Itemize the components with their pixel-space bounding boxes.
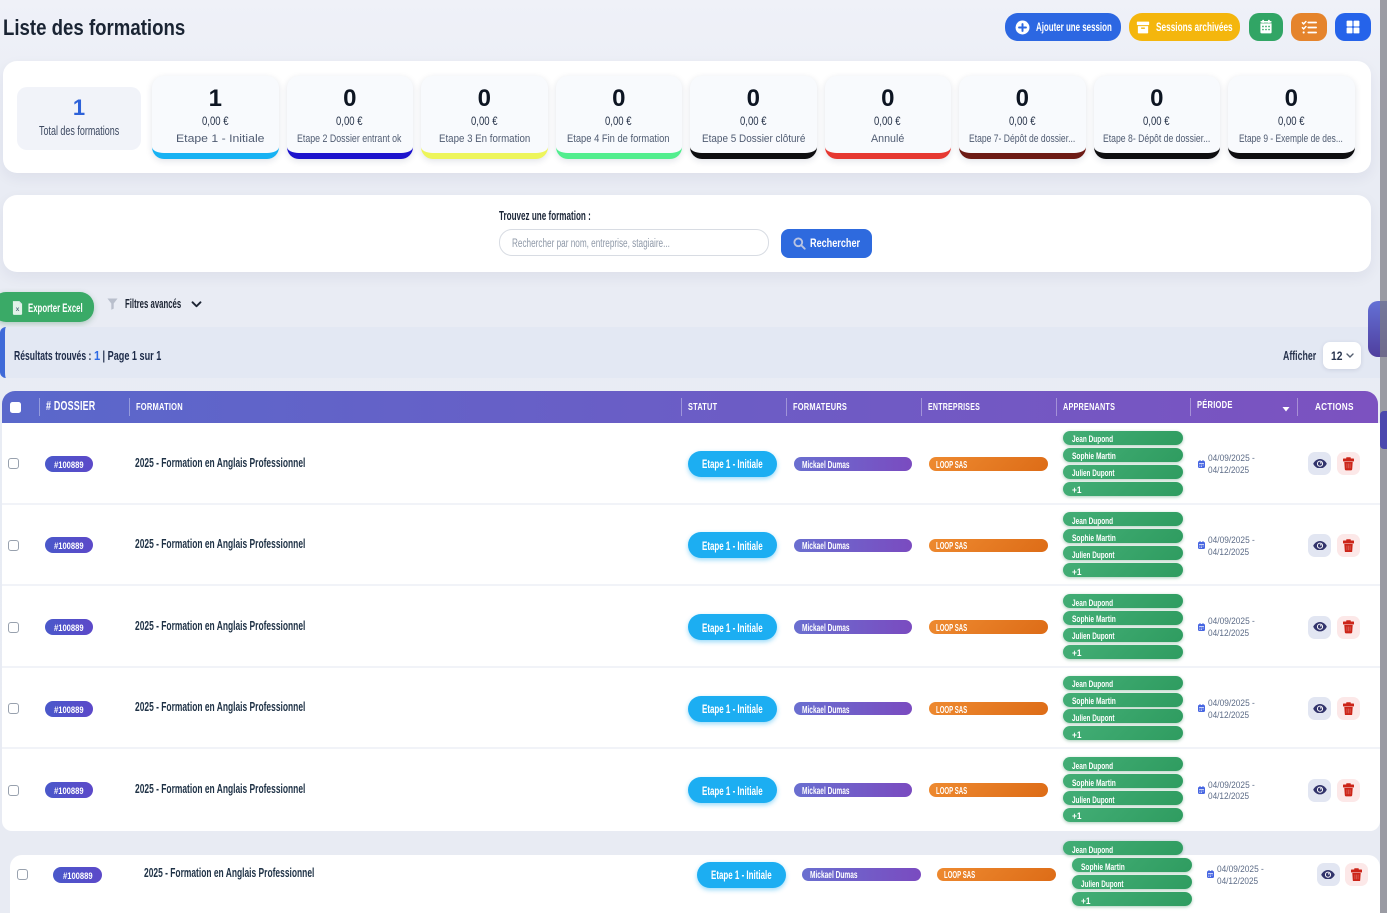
- svg-text:x: x: [16, 306, 20, 313]
